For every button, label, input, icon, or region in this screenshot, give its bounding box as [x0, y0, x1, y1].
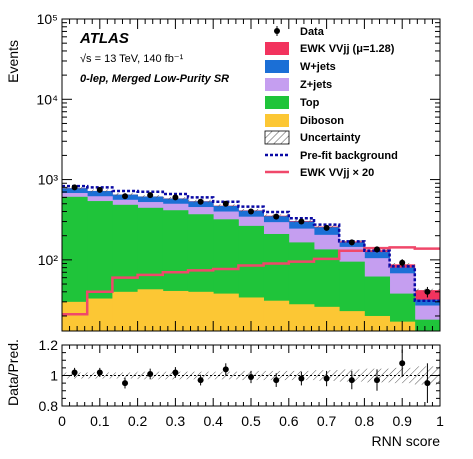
- bar-diboson-6: [213, 293, 239, 331]
- data-point-12: [373, 246, 380, 253]
- data-point-8: [273, 213, 280, 220]
- legend-zjets-swatch: [265, 78, 289, 91]
- data-point-10: [323, 224, 330, 231]
- ratio-point-8: [273, 377, 280, 384]
- ratio-point-7: [248, 374, 254, 381]
- ratio-point-0: [71, 369, 78, 376]
- region-label: 0-lep, Merged Low-Purity SR: [80, 73, 229, 85]
- data-point-2: [122, 193, 129, 200]
- legend-top: Top: [300, 97, 320, 109]
- bar-diboson-2: [112, 291, 138, 331]
- x-tick-label-2: 0.2: [128, 413, 148, 429]
- legend-signal-scaled: EWK VVjj × 20: [300, 167, 374, 179]
- legend-uncertainty-swatch: [264, 130, 290, 145]
- ratio-y-tick-label-2: 1.2: [39, 337, 59, 353]
- ratio-point-9: [298, 375, 305, 382]
- ratio-point-13: [399, 360, 406, 367]
- bar-top-14: [414, 319, 440, 331]
- ratio-y-tick-label-1: 1: [50, 368, 58, 384]
- x-tick-label-7: 0.7: [317, 413, 337, 429]
- ratio-panel: 0.8 1 1.2 0 0.1 0.2 0.3 0.4 0.5 0.6 0.7 0.8 0.9 1 Dat…: [5, 337, 444, 449]
- y-axis-label: Events: [5, 40, 21, 83]
- legend-signal-swatch: [265, 42, 289, 55]
- ratio-point-5: [197, 377, 204, 384]
- ratio-point-3: [147, 370, 154, 377]
- ratio-unc-band-2: [112, 372, 138, 379]
- energy-lumi-label: √s = 13 TeV, 140 fb⁻¹: [80, 53, 184, 65]
- x-tick-label-9: 0.9: [392, 413, 412, 429]
- y-tick-label-3: 10⁵: [37, 11, 58, 27]
- data-point-4: [172, 194, 179, 201]
- ratio-point-6: [222, 366, 229, 373]
- data-point-11: [348, 239, 355, 246]
- signal-x20-line: [62, 246, 440, 316]
- ratio-point-12: [373, 377, 380, 384]
- main-panel: 10² 10³ 10⁴ 10⁵ Events ATLAS √s = 13 TeV, 1…: [5, 11, 441, 336]
- data-point-5: [197, 198, 204, 205]
- ratio-point-11: [348, 377, 355, 384]
- x-axis-label: RNN score: [372, 433, 441, 449]
- y-tick-label-2: 10⁴: [36, 91, 58, 107]
- bar-diboson-14: [415, 331, 441, 336]
- ratio-point-14: [424, 380, 431, 387]
- bar-diboson-12: [364, 315, 391, 331]
- bar-diboson-8: [263, 300, 290, 331]
- data-point-0: [71, 184, 78, 191]
- legend-prefit: Pre-fit background: [300, 150, 398, 162]
- ratio-y-tick-label-0: 0.8: [39, 398, 59, 414]
- legend-top-swatch: [265, 96, 289, 109]
- data-point-9: [298, 218, 305, 225]
- x-tick-label-4: 0.4: [203, 413, 223, 429]
- ratio-y-axis-label: Data/Pred.: [5, 339, 21, 406]
- prefit-background-line: [62, 184, 440, 302]
- legend-wjets-swatch: [265, 60, 289, 73]
- experiment-label: ATLAS: [79, 30, 129, 47]
- bar-diboson-11: [339, 311, 365, 331]
- bar-diboson-9: [288, 304, 315, 331]
- bar-diboson-3: [137, 289, 164, 331]
- legend: Data EWK VVjj (μ=1.28) W+jets Z+jets Top…: [264, 26, 398, 179]
- data-point-13: [399, 259, 406, 266]
- legend-zjets: Z+jets: [300, 79, 332, 91]
- data-point-6: [222, 200, 229, 207]
- y-tick-label-0: 10²: [38, 252, 59, 268]
- x-tick-label-8: 0.8: [355, 413, 375, 429]
- ratio-point-10: [323, 375, 330, 382]
- ratio-point-4: [172, 369, 179, 376]
- ratio-point-1: [96, 369, 103, 376]
- x-tick-label-10: 1: [436, 413, 444, 429]
- data-point-1: [96, 186, 103, 193]
- x-tick-label-1: 0.1: [90, 413, 110, 429]
- x-tick-label-6: 0.6: [279, 413, 299, 429]
- legend-signal: EWK VVjj (μ=1.28): [300, 43, 395, 55]
- x-tick-label-3: 0.3: [166, 413, 186, 429]
- legend-uncertainty: Uncertainty: [300, 132, 361, 144]
- data-point-3: [147, 192, 154, 199]
- y-tick-label-1: 10³: [38, 172, 59, 188]
- legend-diboson-swatch: [265, 114, 289, 127]
- legend-diboson: Diboson: [300, 115, 344, 127]
- ratio-point-2: [122, 380, 129, 387]
- x-tick-label-5: 0.5: [241, 413, 261, 429]
- legend-data: Data: [300, 26, 325, 38]
- data-point-7: [248, 208, 254, 215]
- data-point-14: [424, 288, 431, 295]
- x-tick-label-0: 0: [58, 413, 66, 429]
- bar-diboson-5: [187, 291, 214, 331]
- legend-wjets: W+jets: [300, 61, 336, 73]
